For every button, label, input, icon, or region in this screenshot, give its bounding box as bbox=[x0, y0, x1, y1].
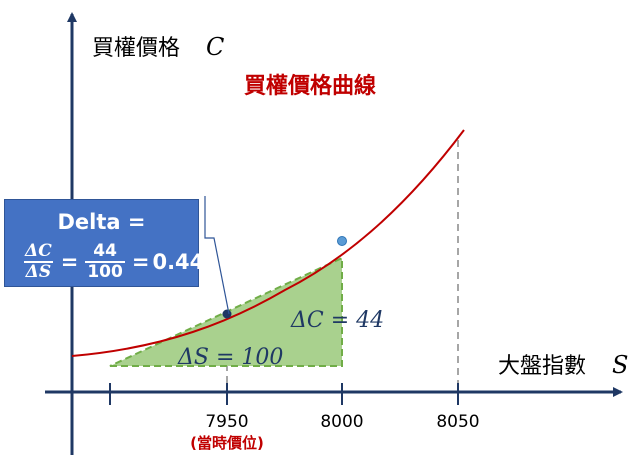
x-tick-label-8000: 8000 bbox=[320, 412, 363, 432]
delta-c-symbol: ΔC bbox=[25, 241, 52, 261]
callout-title: Delta = bbox=[57, 210, 146, 234]
delta-result: 0.44 bbox=[152, 250, 205, 274]
x-tick-label-7950: 7950 bbox=[205, 412, 248, 432]
delta-ratio-fraction: ΔC ΔS bbox=[23, 242, 54, 282]
callout-connector bbox=[204, 196, 230, 315]
y-axis-label: 買權價格 bbox=[92, 36, 180, 61]
delta-s-symbol: ΔS bbox=[23, 261, 54, 282]
y-axis-symbol: C bbox=[206, 33, 224, 61]
delta-callout: Delta = ΔC ΔS = 44 100 = 0.44 bbox=[4, 199, 204, 287]
current-price-point bbox=[222, 309, 232, 319]
delta-s-label: ΔS = 100 bbox=[177, 345, 283, 370]
call-price-curve bbox=[71, 129, 465, 357]
x-axis-label: 大盤指數 bbox=[498, 354, 586, 379]
point-8000 bbox=[337, 236, 347, 246]
callout-formula: ΔC ΔS = 44 100 = 0.44 bbox=[19, 240, 204, 284]
x-axis-symbol: S bbox=[612, 351, 628, 379]
x-tick-label-8050: 8050 bbox=[436, 412, 479, 432]
numeric-fraction: 44 100 bbox=[85, 242, 125, 282]
fraction-numerator: 44 bbox=[93, 241, 117, 261]
equals-sign-1: = bbox=[60, 250, 79, 274]
current-price-note: (當時價位) bbox=[190, 434, 264, 452]
fraction-denominator: 100 bbox=[85, 261, 125, 282]
equals-sign-2: = bbox=[131, 250, 150, 274]
delta-c-label: ΔC = 44 bbox=[290, 308, 384, 333]
curve-title: 買權價格曲線 bbox=[244, 73, 376, 99]
